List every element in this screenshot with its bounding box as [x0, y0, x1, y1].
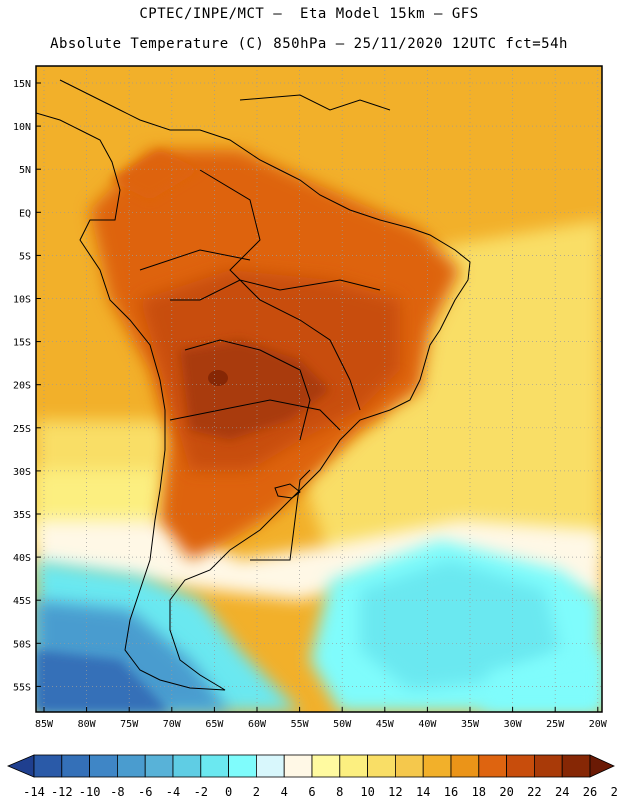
lon-label: 75W	[120, 719, 139, 730]
lon-label: 70W	[163, 719, 182, 730]
lat-label: 10S	[13, 295, 31, 306]
temperature-field	[36, 66, 602, 712]
colorbar-label: 12	[388, 785, 402, 799]
colorbar-box	[228, 754, 257, 778]
colorbar-box	[506, 754, 535, 778]
colorbar-box	[89, 754, 118, 778]
lon-label: 45W	[376, 719, 395, 730]
lat-label: 35S	[13, 510, 31, 521]
lat-label: 50S	[13, 639, 31, 650]
colorbar-box	[144, 754, 174, 778]
lat-label: 15S	[13, 338, 31, 349]
colorbar-box	[339, 754, 368, 778]
colorbar-box	[117, 754, 146, 778]
lon-label: 65W	[205, 719, 224, 730]
lon-label: 85W	[35, 719, 54, 730]
colorbar-label: 2	[253, 785, 260, 799]
lat-label: 20S	[13, 381, 31, 392]
latitude-labels: 15N 10N 5N EQ 5S 10S 15S 20S 25S 30S 35S 40S 45S 50S 5…	[13, 79, 41, 693]
lat-label: 10N	[13, 122, 31, 133]
lat-label: 5S	[19, 251, 31, 262]
lon-label: 55W	[291, 719, 310, 730]
lon-label: 80W	[78, 719, 97, 730]
lat-label: 40S	[13, 553, 31, 564]
colorbar-right-arrow	[589, 754, 615, 778]
colorbar-label: 18	[472, 785, 486, 799]
lon-label: 20W	[589, 719, 608, 730]
colorbar-label: -6	[138, 785, 152, 799]
colorbar-label: 22	[527, 785, 541, 799]
colorbar-left-arrow	[6, 754, 35, 778]
lon-label: 30W	[504, 719, 523, 730]
colorbar-box	[255, 754, 285, 778]
lon-label: 25W	[546, 719, 565, 730]
colorbar-label: -10	[79, 785, 101, 799]
colorbar-box	[61, 754, 90, 778]
colorbar-label: 4	[281, 785, 288, 799]
title-line-2: Absolute Temperature (C) 850hPa – 25/11/…	[50, 36, 568, 52]
lat-label: EQ	[19, 208, 31, 219]
colorbar-box	[172, 754, 202, 778]
colorbar-box	[422, 754, 452, 778]
colorbar-box	[478, 754, 507, 778]
longitude-labels: 85W 80W 75W 70W 65W 60W 55W 50W 45W 40W 35W 30W 25W 2…	[35, 707, 608, 730]
lat-label: 45S	[13, 596, 31, 607]
lon-label: 35W	[461, 719, 480, 730]
colorbar-label: -14	[23, 785, 45, 799]
lat-label: 30S	[13, 467, 31, 478]
map-frame	[35, 65, 603, 713]
title-line-1: CPTEC/INPE/MCT – Eta Model 15km – GFS	[139, 6, 479, 22]
colorbar-box	[311, 754, 341, 778]
colorbar-label: 14	[416, 785, 430, 799]
lon-label: 40W	[418, 719, 437, 730]
colorbar-label: -4	[166, 785, 180, 799]
colorbar-box	[534, 754, 563, 778]
coastline	[36, 79, 471, 691]
colorbar-label: 6	[308, 785, 315, 799]
lat-label: 55S	[13, 682, 31, 693]
colorbar-box	[394, 754, 424, 778]
colorbar-label: 20	[499, 785, 513, 799]
lon-label: 50W	[333, 719, 352, 730]
colorbar-label: -2	[194, 785, 208, 799]
colorbar-box	[450, 754, 480, 778]
colorbar-box	[33, 754, 63, 778]
colorbar-label: 10	[360, 785, 374, 799]
colorbar-label: 26	[583, 785, 597, 799]
lat-label: 15N	[13, 79, 31, 90]
colorbar-label: -12	[51, 785, 73, 799]
colorbar-label: 16	[444, 785, 458, 799]
lat-label: 5N	[19, 165, 31, 176]
colorbar-box	[561, 754, 591, 778]
colorbar-label: 28	[611, 785, 618, 799]
colorbar: -14 -12 -10 -8 -6 -4 -2 0 2 4 6 8 10 12 14 16 18 20 22 24 26…	[6, 754, 618, 799]
colorbar-label: 24	[555, 785, 569, 799]
colorbar-box	[200, 754, 230, 778]
colorbar-box	[367, 754, 396, 778]
colorbar-label: 8	[336, 785, 343, 799]
colorbar-label: -8	[110, 785, 124, 799]
colorbar-label: 0	[225, 785, 232, 799]
lat-label: 25S	[13, 424, 31, 435]
lon-label: 60W	[248, 719, 267, 730]
colorbar-box	[283, 754, 313, 778]
